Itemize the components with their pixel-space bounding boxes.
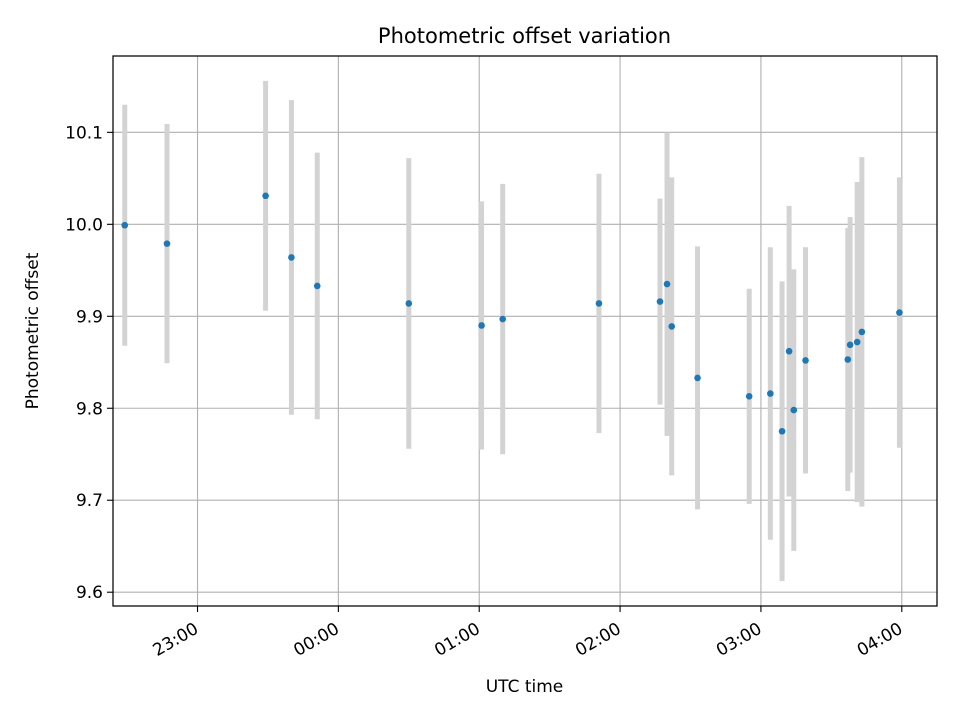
data-point [121, 221, 129, 229]
data-point [499, 315, 506, 323]
y-axis-ticks: 9.6 9.7 9.8 9.9 10.0 10.1 [65, 123, 113, 603]
data-point [778, 427, 786, 435]
data-point [745, 393, 753, 400]
data-point [802, 357, 809, 364]
data-point [288, 254, 295, 261]
y-tick-label: 9.8 [76, 399, 103, 419]
x-axis-label: UTC time [486, 677, 564, 697]
y-tick-label: 10.1 [65, 123, 103, 143]
y-tick-label: 9.7 [76, 491, 103, 511]
data-point [767, 390, 774, 397]
data-point [405, 300, 413, 307]
data-point [668, 323, 676, 330]
data-point [478, 322, 485, 329]
data-point [858, 328, 866, 336]
data-points [121, 192, 903, 435]
data-point [896, 309, 903, 316]
chart-title: Photometric offset variation [378, 24, 671, 48]
data-point [313, 282, 321, 290]
data-point [846, 341, 854, 349]
data-point [694, 374, 701, 382]
data-point [785, 347, 793, 355]
data-point [790, 406, 798, 414]
y-tick-label: 9.6 [76, 583, 103, 603]
data-point [844, 356, 852, 363]
data-point [656, 298, 664, 305]
data-point [595, 300, 603, 307]
y-tick-label: 10.0 [65, 215, 103, 235]
y-axis-label: Photometric offset [23, 252, 43, 409]
y-tick-label: 9.9 [76, 307, 103, 327]
data-point [663, 280, 671, 288]
data-point [163, 240, 171, 247]
axes-frame [112, 55, 938, 607]
data-point [853, 338, 861, 346]
data-point [262, 192, 269, 200]
